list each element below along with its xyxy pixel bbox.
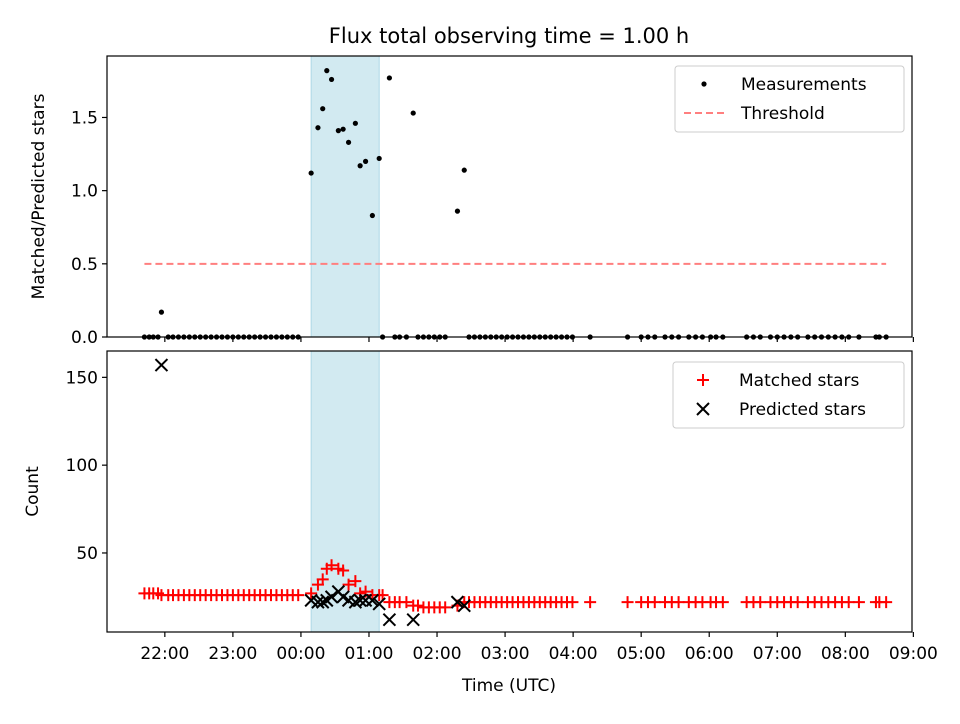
measurements-point (340, 126, 346, 132)
predicted-stars-point (406, 612, 420, 627)
axes-frame (106, 55, 913, 338)
legend-threshold-label: Threshold (740, 104, 825, 124)
matched-stars-point (716, 596, 729, 609)
top-panel: 0.0 0.5 1.0 1.5 Matched/Predicted stars Mea… (29, 55, 914, 348)
bottom-panel: 50 100 150 22:00 23:00 00:00 01:00 02:00 03:00 04… (23, 350, 938, 696)
measurements-point (345, 139, 352, 145)
bottom-panel-axes: 50 100 150 22:00 23:00 00:00 01:00 02:00 03:00 04… (66, 350, 938, 664)
x-tick-label: 04:00 (549, 644, 598, 664)
matched-stars-point (584, 596, 597, 609)
matched-stars-point (337, 564, 350, 577)
legend-predicted-marker (696, 402, 710, 416)
matched-stars-point (791, 596, 804, 609)
top-panel-axes: 0.0 0.5 1.0 1.5 (71, 55, 914, 348)
x-tick-label: 23:00 (208, 644, 257, 664)
predicted-stars-point (365, 593, 380, 608)
chart-title: Flux total observing time = 1.00 h (329, 24, 689, 48)
matched-stars-point (754, 596, 767, 609)
measurements-point (324, 68, 330, 74)
observing-span (310, 55, 380, 338)
x-tick-label: 01:00 (344, 644, 393, 664)
measurements-point (320, 106, 326, 112)
observing-span (310, 350, 380, 633)
measurements-point (357, 163, 363, 169)
legend-measurements-marker (701, 81, 707, 87)
matched-stars-point (316, 573, 329, 586)
matched-stars-point (292, 589, 305, 602)
observing-interval-band (310, 55, 380, 338)
measurements-point (308, 170, 314, 176)
x-axis-label: Time (UTC) (461, 676, 556, 696)
top-y-axis-label: Matched/Predicted stars (29, 93, 49, 299)
measurements-point (362, 158, 369, 164)
matched-stars-point (411, 599, 424, 612)
axes-frame (106, 350, 913, 633)
matched-stars-point (305, 587, 318, 600)
y-tick-label: 50 (76, 544, 98, 564)
x-tick-label: 09:00 (889, 644, 938, 664)
predicted-stars-point (372, 597, 386, 611)
y-tick-label: 1.5 (71, 108, 98, 128)
matched-stars-point (566, 596, 579, 609)
x-tick-label: 03:00 (481, 644, 530, 664)
matched-stars-point (672, 596, 685, 609)
matched-stars-point (400, 596, 413, 609)
top-legend-box (674, 65, 905, 133)
matched-stars-point (325, 559, 338, 572)
observing-interval-band (310, 350, 380, 633)
matched-stars-point (342, 578, 355, 591)
y-tick-label: 1.0 (71, 182, 98, 202)
x-tick-label: 22:00 (140, 644, 189, 664)
matched-stars-point (621, 596, 634, 609)
measurements-point (315, 125, 321, 131)
bottom-y-axis-label: Count (23, 466, 43, 517)
measurements-point (328, 76, 335, 83)
legend-matched-marker (697, 374, 709, 386)
predicted-stars-point (154, 358, 169, 372)
matched-stars-point (439, 601, 452, 614)
matched-stars-point (648, 596, 661, 609)
matched-stars-point (842, 596, 855, 609)
measurements-point (386, 75, 392, 81)
y-tick-label: 150 (66, 368, 98, 388)
x-tick-label: 05:00 (617, 644, 666, 664)
bottom-legend: Matched stars Predicted stars (672, 361, 905, 429)
measurements-point (376, 155, 382, 162)
x-tick-label: 02:00 (413, 644, 462, 664)
matched-stars-point (349, 575, 362, 588)
predicted-stars-point (324, 590, 339, 604)
predicted-stars-point (457, 598, 471, 613)
measurements-point (410, 110, 416, 116)
measurements-point (335, 128, 341, 134)
matched-stars-point (852, 596, 865, 609)
predicted-stars-point (382, 612, 397, 627)
measurements-point (352, 120, 358, 126)
legend-measurements-label: Measurements (741, 75, 867, 95)
y-tick-label: 0.5 (71, 255, 98, 275)
x-tick-label: 06:00 (685, 644, 734, 664)
predicted-stars-point (316, 595, 330, 609)
bottom-legend-box (672, 361, 905, 429)
x-tick-label: 07:00 (753, 644, 802, 664)
measurements-point (461, 167, 467, 173)
measurements-point (158, 309, 165, 315)
predicted-stars-point (450, 595, 465, 609)
y-tick-label: 0.0 (71, 328, 98, 348)
legend-predicted-label: Predicted stars (739, 400, 866, 420)
top-legend: Measurements Threshold (674, 65, 905, 133)
x-tick-label: 00:00 (276, 644, 325, 664)
matched-stars-point (880, 596, 893, 609)
x-tick-label: 08:00 (821, 644, 870, 664)
measurements-point (369, 212, 375, 219)
predicted-stars-point (353, 593, 367, 608)
y-tick-label: 100 (66, 456, 98, 476)
bottom-panel-plot-area (138, 358, 893, 627)
legend-matched-label: Matched stars (739, 371, 859, 391)
measurements-point (454, 208, 461, 214)
